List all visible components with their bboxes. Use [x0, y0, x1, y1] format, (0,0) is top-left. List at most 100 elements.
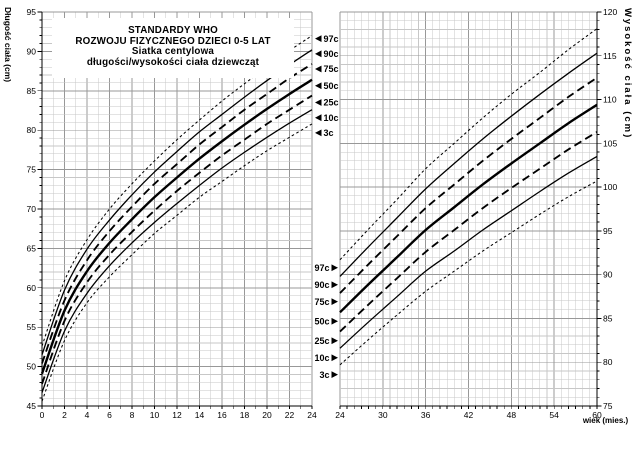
curve-3c-left	[41, 123, 313, 402]
y-tick-label: 80	[27, 125, 37, 135]
percentile-label-text: 97c	[324, 34, 339, 44]
curve-75c-right	[339, 76, 598, 294]
percentile-arrow-icon	[315, 99, 322, 106]
percentile-label-text: 97c	[314, 263, 329, 273]
x-tick-label: 30	[378, 410, 388, 420]
ticks-left	[37, 11, 313, 409]
y-tick-label: 85	[27, 86, 37, 96]
y-tick-label: 90	[603, 270, 613, 280]
percentile-arrow-icon	[331, 298, 338, 306]
title-line-3: Siatka centylowa	[131, 46, 215, 57]
curve-75c-left	[41, 63, 313, 364]
percentile-arrow-icon	[331, 317, 338, 325]
ticks-right	[339, 11, 602, 409]
percentile-label-97c-right: 97c	[314, 263, 338, 273]
title-line-1: STANDARDY WHO	[128, 25, 218, 36]
percentile-label-text: 75c	[314, 297, 329, 307]
curve-10c-left	[41, 109, 313, 393]
x-tick-label: 36	[421, 410, 431, 420]
percentile-labels-left: 97c 90c 75c 50c 25c 10c 3c	[315, 34, 339, 138]
y-tick-label: 75	[603, 401, 613, 411]
percentile-arrow-icon	[315, 114, 322, 122]
percentile-label-text: 75c	[324, 64, 339, 74]
curve-50c-left	[40, 78, 313, 375]
curve-97c-right	[339, 28, 598, 261]
percentile-arrow-icon	[331, 264, 338, 272]
curve-90c-right	[339, 52, 598, 277]
percentile-label-text: 25c	[314, 336, 329, 346]
title-line-4: długości/wysokości ciała dziewcząt	[86, 56, 260, 68]
percentile-label-75c-right: 75c	[314, 297, 338, 307]
percentile-label-90c-left: 90c	[315, 49, 339, 59]
y-tick-label: 110	[603, 95, 617, 105]
x-tick-label: 20	[262, 410, 272, 420]
y-tick-label: 65	[27, 243, 37, 253]
y-tick-label: 95	[603, 226, 613, 236]
percentile-arrow-icon	[315, 35, 322, 43]
percentile-label-25c-right: 25c	[314, 336, 338, 346]
x-tick-label: 16	[217, 410, 227, 420]
tick-labels-left: 0 2 4 6 8 10 12 14 16 18 20 22 244550556065707580859…	[27, 7, 317, 420]
x-tick-label: 54	[549, 410, 559, 420]
title-line-2: ROZWOJU FIZYCZNEGO DZIECI 0-5 LAT	[75, 35, 271, 47]
percentile-arrow-icon	[331, 354, 338, 362]
curve-3c-right	[339, 180, 598, 366]
x-tick-label: 6	[107, 410, 112, 420]
percentile-label-text: 25c	[324, 98, 339, 108]
x-tick-label: 18	[240, 410, 250, 420]
percentile-label-97c-left: 97c	[315, 34, 339, 44]
percentile-label-75c-left: 75c	[315, 64, 339, 74]
percentile-labels-right: 97c 90c 75c 50c 25c 10c 3c	[314, 263, 338, 380]
percentile-arrow-icon	[331, 371, 338, 379]
y-tick-label: 120	[603, 7, 617, 17]
percentile-label-text: 50c	[324, 81, 339, 91]
x-axis-label: wiek (mies.)	[582, 416, 629, 425]
right-y-axis-label: Wysokość ciała (cm)	[622, 8, 633, 140]
x-tick-label: 12	[172, 410, 182, 420]
x-tick-label: 42	[464, 410, 474, 420]
percentile-label-90c-right: 90c	[314, 280, 338, 290]
y-tick-label: 45	[27, 401, 37, 411]
percentile-label-50c-left: 50c	[315, 81, 339, 91]
y-tick-label: 115	[603, 51, 617, 61]
x-tick-label: 8	[130, 410, 135, 420]
percentile-label-50c-right: 50c	[314, 316, 338, 326]
percentile-label-text: 3c	[324, 128, 334, 138]
curve-90c-left	[41, 49, 313, 355]
percentile-label-text: 3c	[319, 370, 329, 380]
percentile-label-text: 50c	[314, 316, 329, 326]
percentile-arrow-icon	[315, 50, 322, 58]
curve-10c-right	[339, 155, 598, 349]
x-tick-label: 2	[62, 410, 67, 420]
percentile-label-10c-right: 10c	[314, 353, 338, 363]
percentile-arrow-icon	[315, 129, 322, 137]
percentile-label-3c-right: 3c	[319, 370, 338, 380]
y-tick-label: 70	[27, 204, 37, 214]
y-tick-label: 75	[27, 165, 37, 175]
percentile-label-text: 10c	[324, 113, 339, 123]
x-tick-label: 4	[85, 410, 90, 420]
percentile-label-text: 10c	[314, 353, 329, 363]
curve-25c-right	[339, 131, 598, 333]
x-tick-label: 60	[592, 410, 602, 420]
y-tick-label: 95	[27, 7, 37, 17]
x-tick-label: 10	[150, 410, 160, 420]
percentile-label-10c-left: 10c	[315, 113, 339, 123]
y-tick-label: 105	[603, 138, 617, 148]
y-tick-label: 100	[603, 182, 617, 192]
percentile-arrow-icon	[315, 82, 322, 90]
x-tick-label: 24	[307, 410, 317, 420]
x-tick-label: 0	[40, 410, 45, 420]
y-tick-label: 60	[27, 283, 37, 293]
chart-title-box: STANDARDY WHO ROZWOJU FIZYCZNEGO DZIECI …	[52, 18, 294, 78]
x-tick-label: 22	[285, 410, 295, 420]
grid-right	[339, 11, 598, 407]
percentile-arrow-icon	[331, 281, 338, 289]
y-tick-label: 50	[27, 362, 37, 372]
percentile-label-text: 90c	[314, 280, 329, 290]
percentile-curves-right	[339, 28, 598, 366]
x-tick-label: 24	[335, 410, 345, 420]
